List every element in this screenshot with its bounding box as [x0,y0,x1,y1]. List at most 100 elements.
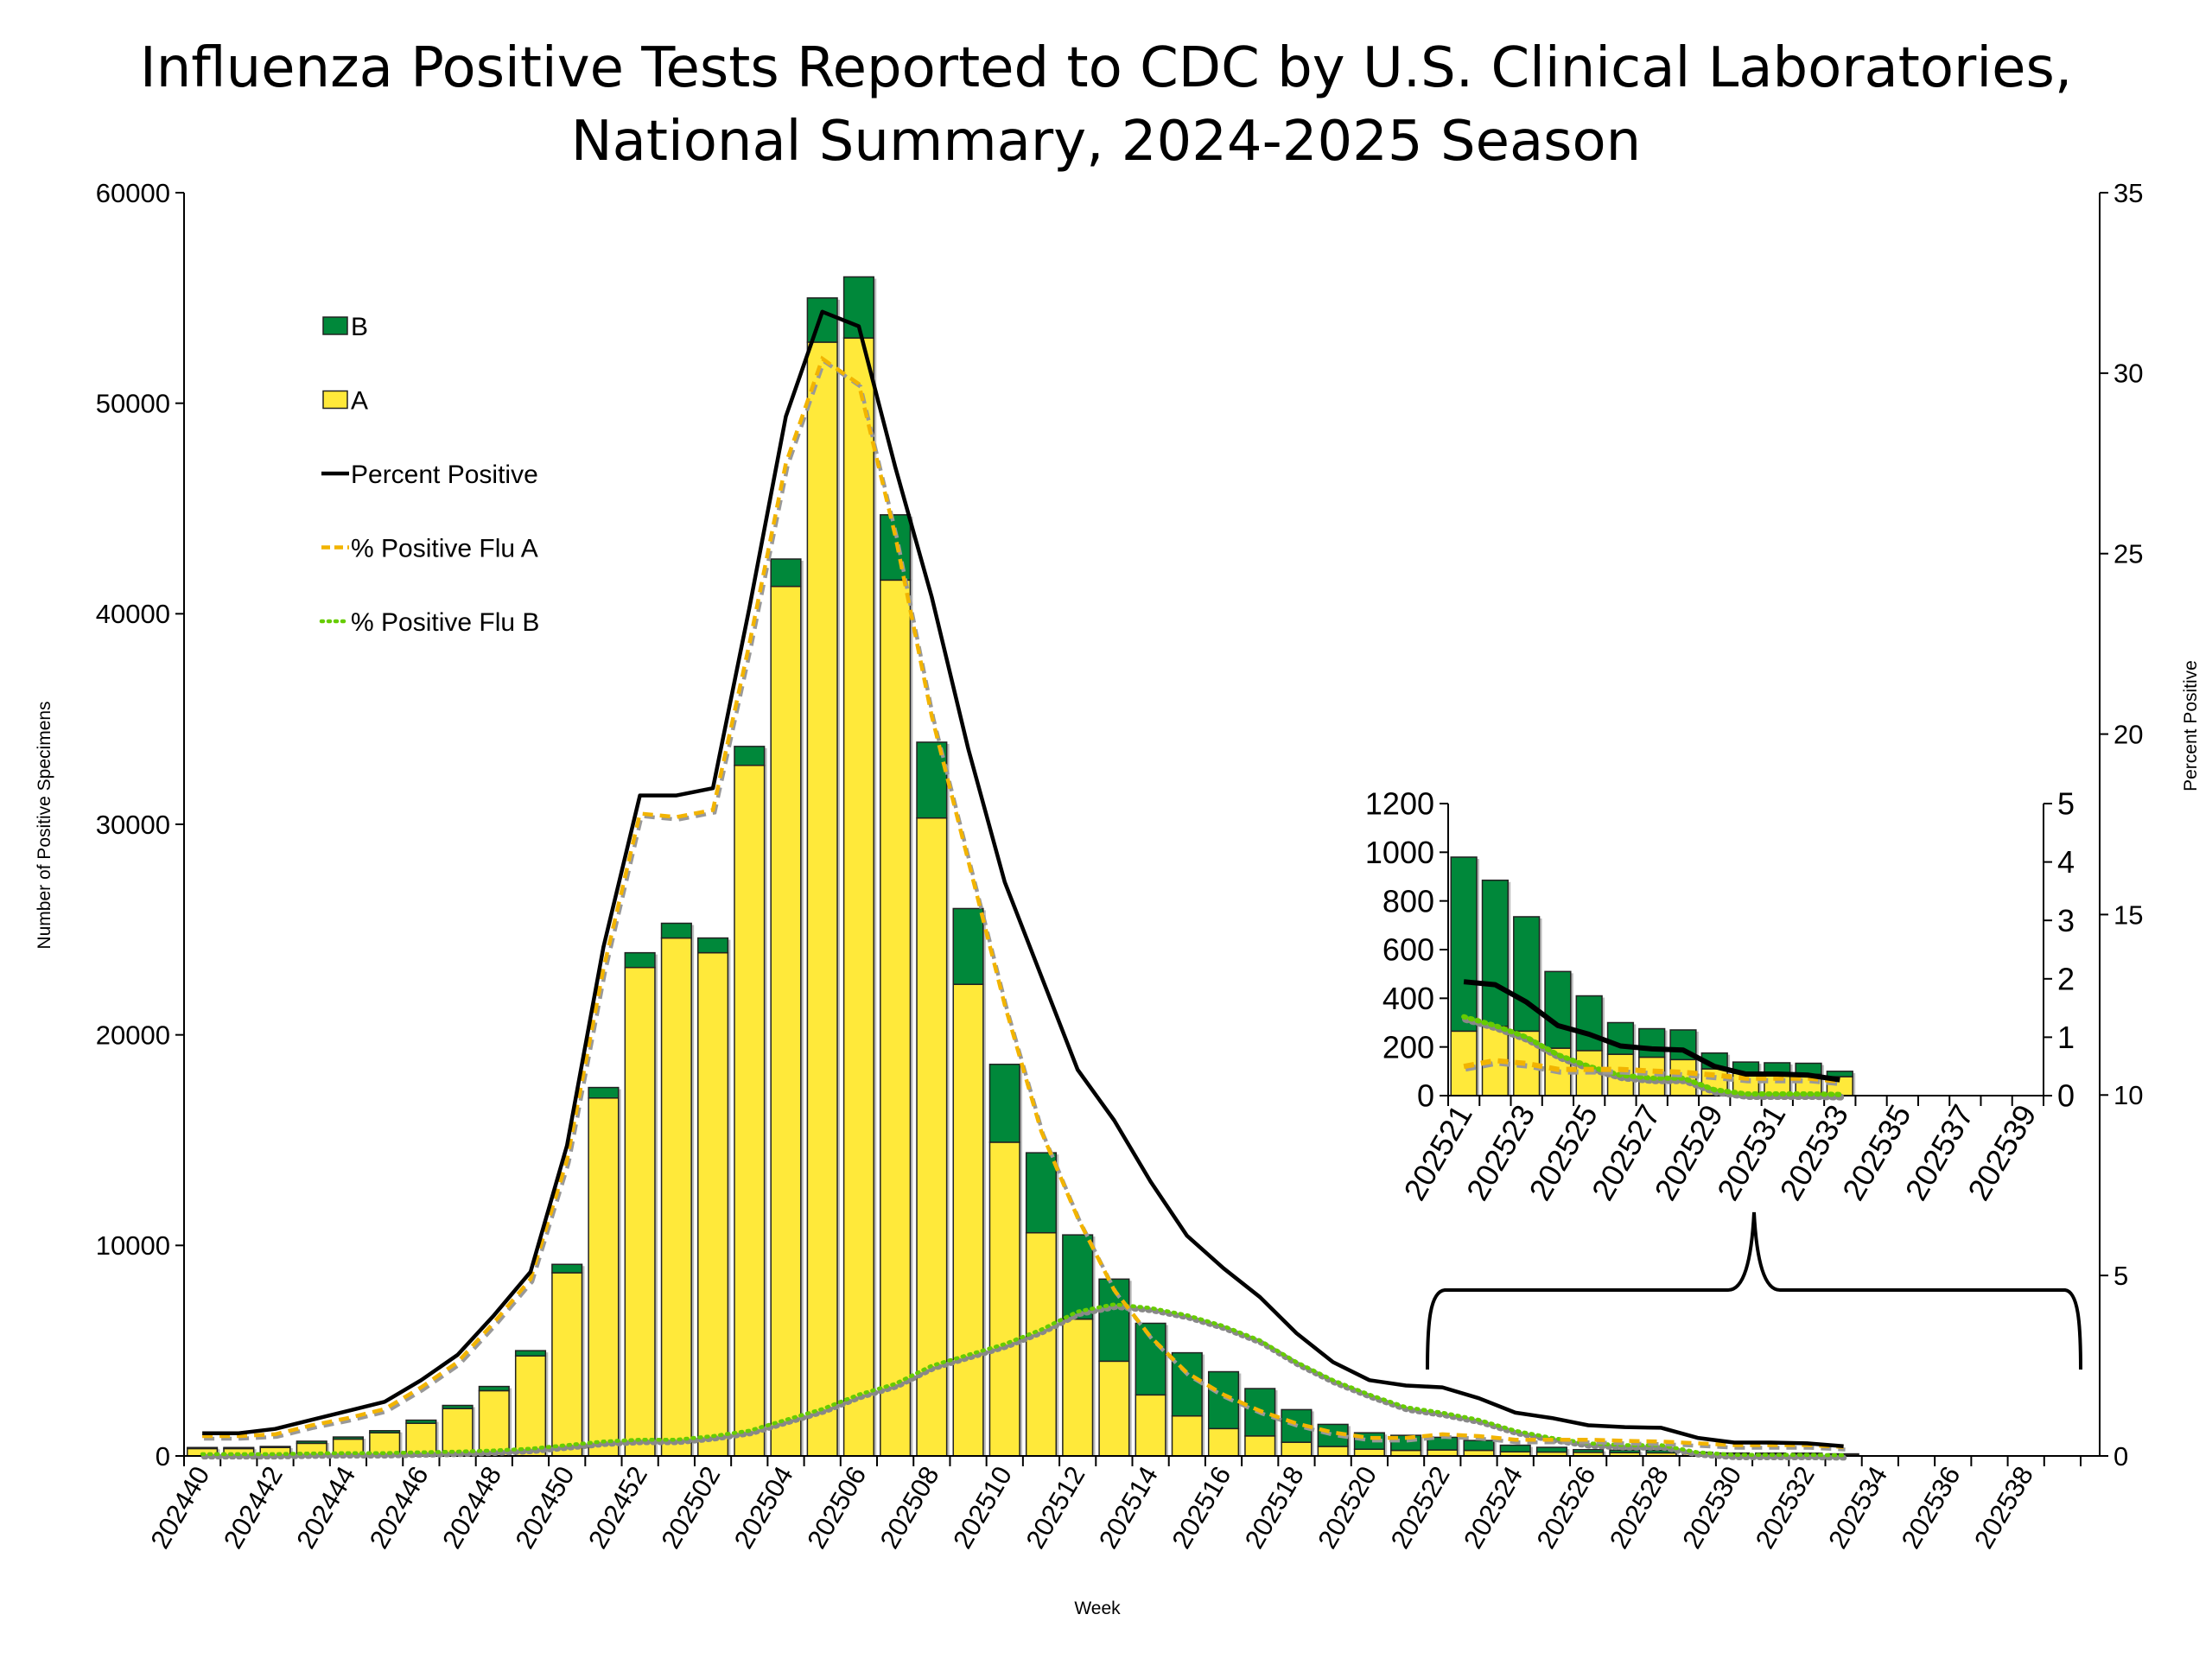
bar-b [1499,1444,1531,1452]
bar-b [660,922,692,939]
y2-tick-label: 4 [2057,844,2075,880]
x-tick-label: 202512 [1020,1461,1091,1554]
bar-b [1606,1021,1635,1055]
bar-a [1427,1449,1459,1457]
bar-b [1638,1027,1666,1058]
bar-b [1513,916,1541,1033]
bar-b [770,558,802,588]
bar-b [1573,1448,1605,1453]
bar-b [880,514,912,582]
y2-tick-label: 5 [2057,786,2075,822]
bar-b [259,1446,291,1449]
y2-tick-label: 20 [2113,719,2143,749]
legend-label: % Positive Flu B [351,608,539,637]
y2-tick-label: 1 [2057,1020,2075,1055]
bar-b [588,1086,620,1099]
bar-b [332,1436,365,1440]
y2-tick-label: 35 [2113,178,2143,208]
bar-a [1244,1435,1276,1457]
bar-a [770,585,802,1457]
bar-b [187,1446,219,1450]
y-tick-label: 0 [1417,1078,1434,1114]
x-tick-label: 202452 [582,1461,653,1554]
x-tick-label: 202446 [364,1461,435,1554]
bar-a [1281,1441,1313,1457]
bar-a [952,983,984,1457]
bar-a [1135,1394,1166,1457]
x-axis-title: Week [1074,1599,1121,1618]
bar-b [478,1385,510,1392]
bar-a [1098,1360,1130,1457]
bar-b [734,746,766,766]
y-tick-label: 40000 [96,599,170,629]
bar-b [1207,1370,1240,1430]
y-tick-label: 50000 [96,389,170,419]
bar-b [1171,1351,1203,1417]
y-tick-label: 400 [1382,981,1434,1016]
bar-b [1609,1449,1641,1453]
bar-b [223,1446,255,1450]
x-tick-label: 202522 [1385,1461,1456,1554]
x-tick-label: 202536 [1896,1461,1967,1554]
x-tick-label: 202450 [510,1461,581,1554]
x-tick-label: 202530 [1676,1461,1747,1554]
legend-label: B [351,313,368,341]
bar-b [551,1263,583,1274]
bar-a [1317,1446,1349,1457]
x-tick-label: 202504 [728,1461,799,1554]
bar-a [551,1272,583,1457]
legend-label: Percent Positive [351,461,538,489]
x-tick-label: 202502 [655,1461,726,1554]
bar-b [1450,856,1478,1033]
chart-subtitle: National Summary, 2024-2025 Season [571,110,1641,174]
bar-a [624,966,656,1457]
pct-a-line [1463,1058,1840,1084]
y-tick-label: 800 [1382,883,1434,918]
x-tick-label: 202534 [1822,1461,1893,1554]
y-tick-label: 30000 [96,810,170,840]
y-tick-label: 1000 [1365,835,1434,870]
bar-a [442,1408,474,1457]
bar-b [697,937,729,954]
bar-b [1463,1440,1495,1452]
x-tick-label: 202442 [218,1461,289,1554]
y-tick-label: 20000 [96,1020,170,1051]
bar-a [1025,1231,1058,1457]
inset-plot: 0200400600800100012000123452025212025232… [1365,786,2075,1206]
bar-b [1575,995,1603,1052]
bar-a [478,1389,510,1457]
bar-b [405,1419,437,1424]
bar-a [1207,1427,1240,1457]
bar-b [514,1350,547,1357]
pct-a-line [202,355,1844,1449]
y2-tick-label: 5 [2113,1261,2128,1291]
legend-label: A [351,387,368,416]
bar-a [1353,1448,1385,1457]
y-tick-label: 1200 [1365,786,1434,822]
bar-b [442,1404,474,1409]
bar-b [1535,1446,1567,1453]
bar-b [1544,970,1572,1049]
x-tick-label: 202526 [1530,1461,1601,1554]
x-tick-label: 202508 [874,1461,945,1554]
x-tick-label: 202510 [947,1461,1018,1554]
bar-a [916,817,948,1457]
chart-title: Influenza Positive Tests Reported to CDC… [140,36,2072,100]
legend: B A Percent Positive % Positive Flu A % Posi… [319,313,539,637]
bar-a [660,937,692,1457]
bar-b [806,297,838,343]
y2-axis-title: Percent Positive [2181,660,2201,791]
x-tick-label: 202444 [290,1461,361,1554]
x-tick-label: 202518 [1239,1461,1310,1554]
y-tick-label: 0 [156,1441,170,1471]
y2-tick-label: 2 [2057,961,2075,996]
bar-b [1481,879,1510,1027]
percent-positive-line [202,309,1844,1448]
bar-b [1826,1071,1853,1077]
bar-b [1062,1234,1094,1320]
legend-swatch-b [322,316,348,335]
x-tick-label: 202516 [1166,1461,1236,1554]
bar-b [952,907,984,985]
x-tick-label: 202448 [436,1461,507,1554]
bar-a [1171,1414,1203,1457]
